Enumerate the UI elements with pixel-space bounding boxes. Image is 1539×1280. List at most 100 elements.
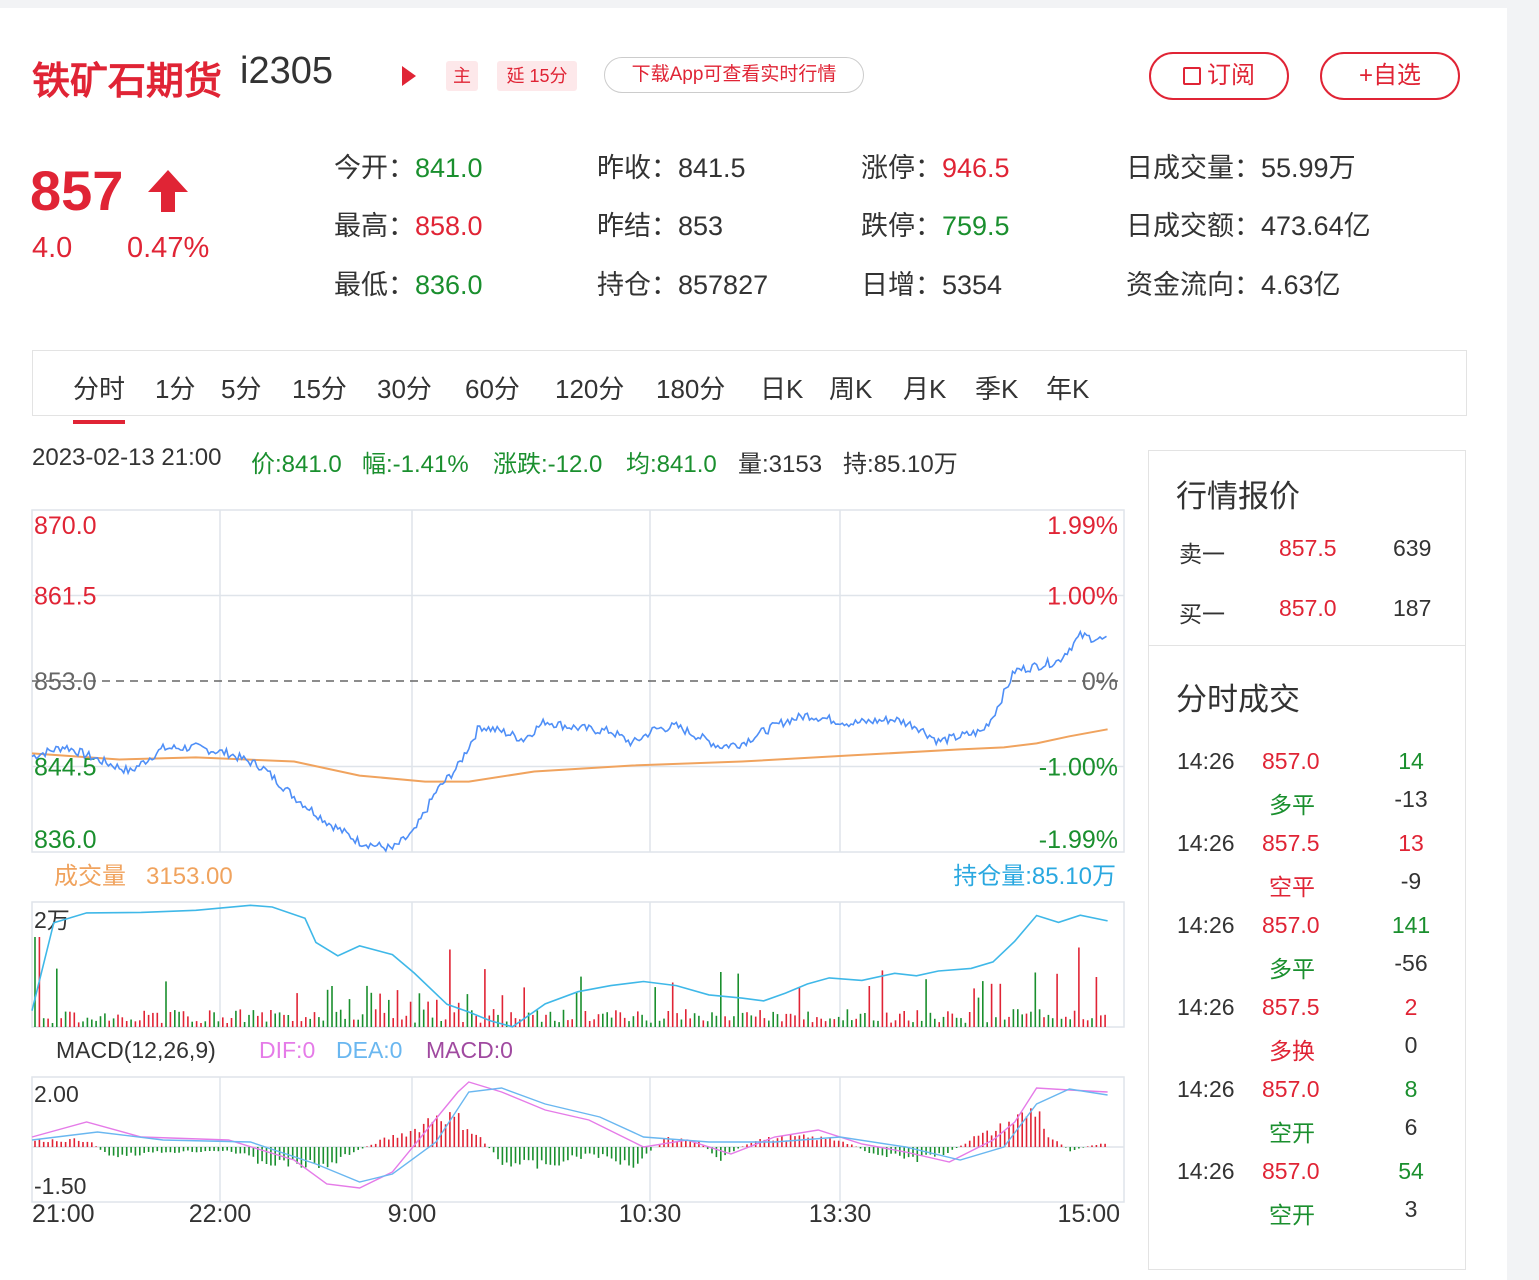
macd-bar — [95, 1146, 97, 1147]
stat-item: 昨收：841.5 — [597, 146, 746, 185]
tab-12[interactable]: 年K — [1046, 374, 1090, 404]
tab-10[interactable]: 月K — [903, 374, 947, 404]
macd-bar — [270, 1147, 272, 1166]
macd-bar — [803, 1134, 805, 1147]
macd-bar — [1021, 1112, 1023, 1147]
tab-4[interactable]: 30分 — [377, 374, 432, 404]
macd-bar — [680, 1138, 683, 1147]
tab-3[interactable]: 15分 — [292, 374, 347, 404]
macd-bar — [208, 1147, 211, 1151]
volume-bar — [492, 1009, 495, 1027]
macd-bar — [964, 1143, 967, 1147]
tab-9[interactable]: 周K — [829, 374, 873, 404]
tab-11[interactable]: 季K — [975, 374, 1019, 404]
trade-time: 14:26 — [1177, 912, 1235, 938]
volume-bar — [139, 1020, 141, 1027]
volume-bar — [938, 1022, 940, 1027]
volume-bar — [152, 1012, 154, 1027]
volume-bar — [637, 1011, 639, 1027]
volume-bar — [693, 1013, 696, 1027]
volume-bar — [685, 1009, 687, 1027]
volume-bar — [846, 1009, 849, 1027]
macd-bar — [300, 1147, 303, 1168]
macd-bar — [942, 1147, 945, 1155]
volume-bar — [680, 1019, 683, 1027]
tab-8[interactable]: 日K — [760, 374, 804, 404]
macd-bar — [1100, 1143, 1102, 1147]
info-volume: 量:3153 — [738, 451, 823, 478]
delay-tag: 延 15分 — [497, 61, 577, 91]
macd-bar — [313, 1147, 316, 1163]
macd-bar — [750, 1142, 753, 1147]
add-watchlist-button[interactable]: +自选 — [1320, 52, 1460, 100]
download-app-link[interactable]: 下载App可查看实时行情 — [604, 57, 864, 93]
volume-bar — [955, 1017, 958, 1027]
macd-bar — [619, 1147, 622, 1165]
macd-bar — [357, 1147, 359, 1150]
volume-bar — [776, 1014, 779, 1027]
volume-bar — [248, 1014, 250, 1027]
volume-bar — [383, 1012, 386, 1027]
macd-bar — [829, 1138, 831, 1147]
volume-bar — [1034, 972, 1037, 1027]
stat-item: 日成交量：55.99万 — [1126, 146, 1356, 185]
tab-0[interactable]: 分时 — [73, 369, 126, 424]
macd-bar — [34, 1140, 36, 1147]
macd-bar — [156, 1147, 159, 1152]
volume-bar — [1091, 1018, 1093, 1027]
volume-bar — [47, 1018, 49, 1027]
quote-panel: 行情报价 卖一 857.5 639 买一 857.0 187 — [1148, 450, 1466, 646]
volume-bar — [195, 1021, 198, 1027]
volume-bar — [811, 1022, 814, 1027]
volume-bar — [95, 1020, 97, 1027]
macd-bar — [890, 1147, 892, 1154]
macd-bar — [326, 1147, 329, 1168]
tab-6[interactable]: 120分 — [555, 374, 625, 404]
macd-bar — [685, 1141, 687, 1147]
tab-5[interactable]: 60分 — [465, 374, 520, 404]
tab-7[interactable]: 180分 — [656, 374, 726, 404]
macd-bar — [968, 1140, 971, 1147]
volume-bar — [951, 1013, 954, 1027]
macd-bar — [798, 1135, 801, 1147]
volume-bar — [270, 1010, 272, 1027]
macd-bar — [859, 1147, 862, 1149]
macd-bar — [501, 1147, 504, 1165]
macd-bar — [715, 1147, 718, 1158]
volume-bar — [501, 995, 504, 1027]
volume-bar — [1060, 1018, 1063, 1027]
dif-line — [31, 1081, 1108, 1189]
macd-bar — [1060, 1144, 1063, 1147]
tab-2[interactable]: 5分 — [221, 374, 262, 404]
macd-bar — [1008, 1121, 1010, 1147]
price-axis-label: 853.0 — [34, 668, 97, 696]
stat-value: 4.63亿 — [1261, 270, 1341, 300]
subscribe-button[interactable]: 订阅 — [1149, 52, 1289, 100]
volume-bar — [920, 1020, 923, 1027]
macd-bar — [545, 1147, 547, 1165]
macd-bar — [676, 1141, 678, 1147]
time-axis-label: 13:30 — [809, 1200, 872, 1222]
volume-bar — [108, 1020, 110, 1027]
macd-bar — [1086, 1146, 1089, 1147]
volume-bar — [1069, 1019, 1071, 1027]
volume-bar — [741, 1012, 744, 1027]
volume-bar — [977, 997, 980, 1027]
macd-bar — [239, 1147, 242, 1154]
macd-bar — [973, 1136, 975, 1147]
volume-bar — [361, 1014, 364, 1027]
volume-bar — [427, 1001, 429, 1027]
volume-bar — [471, 1010, 473, 1027]
trade-price: 857.0 — [1262, 1076, 1320, 1102]
play-icon[interactable] — [402, 66, 416, 86]
macd-bar — [807, 1137, 809, 1147]
intraday-chart[interactable]: 870.0861.5853.0844.5836.01.99%1.00%0%-1.… — [30, 492, 1140, 1222]
tab-1[interactable]: 1分 — [155, 374, 196, 404]
macd-bar — [396, 1137, 399, 1147]
macd-bar — [1082, 1147, 1085, 1148]
volume-bar — [174, 1010, 176, 1027]
volume-bar — [73, 1012, 76, 1027]
volume-bar — [287, 1015, 290, 1027]
volume-bar — [217, 1021, 220, 1027]
volume-bar — [1065, 1016, 1067, 1027]
